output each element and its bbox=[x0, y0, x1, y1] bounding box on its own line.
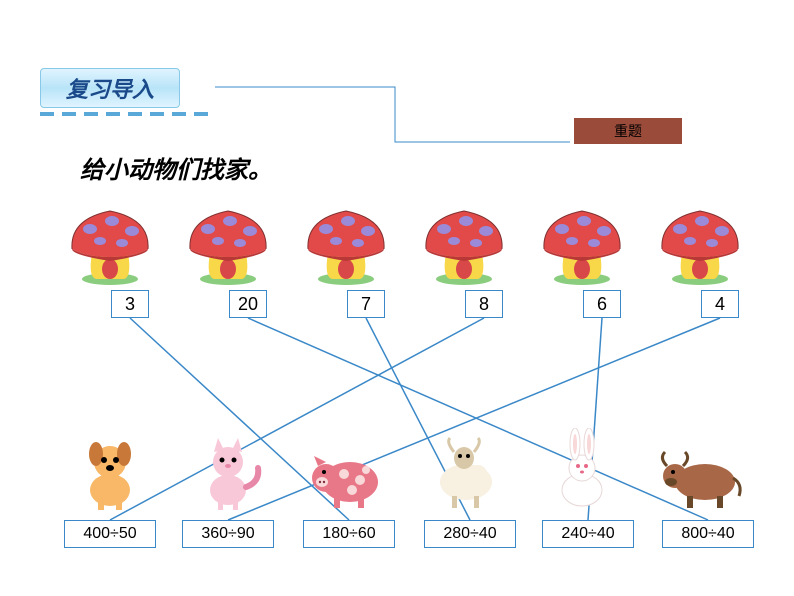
sheep-animal bbox=[418, 428, 510, 512]
expression-box: 180÷60 bbox=[303, 520, 395, 548]
cat-animal bbox=[182, 428, 274, 512]
mushroom-row bbox=[64, 205, 746, 295]
repeat-question-label: 重题 bbox=[614, 121, 642, 141]
rabbit-animal bbox=[536, 428, 628, 512]
sheep-icon bbox=[422, 436, 506, 512]
expression-box: 240÷40 bbox=[542, 520, 634, 548]
mushroom-icon bbox=[300, 205, 392, 287]
answer-box: 4 bbox=[701, 290, 739, 318]
repeat-question-button[interactable]: 重题 bbox=[574, 118, 682, 144]
rabbit-icon bbox=[547, 428, 617, 512]
mushroom-icon bbox=[536, 205, 628, 287]
mushroom-icon bbox=[64, 205, 156, 287]
answer-box: 6 bbox=[583, 290, 621, 318]
mushroom-house bbox=[418, 205, 510, 295]
mushroom-house bbox=[300, 205, 392, 295]
answer-box: 20 bbox=[229, 290, 267, 318]
mushroom-house bbox=[182, 205, 274, 295]
cat-icon bbox=[188, 432, 268, 512]
pig-icon bbox=[304, 442, 388, 512]
animal-row bbox=[64, 428, 746, 512]
expression-box: 800÷40 bbox=[662, 520, 754, 548]
answer-box: 3 bbox=[111, 290, 149, 318]
mushroom-icon bbox=[654, 205, 746, 287]
pig-animal bbox=[300, 428, 392, 512]
ox-icon bbox=[655, 442, 745, 512]
expression-box: 400÷50 bbox=[64, 520, 156, 548]
mushroom-icon bbox=[182, 205, 274, 287]
mushroom-house bbox=[64, 205, 156, 295]
mushroom-house bbox=[654, 205, 746, 295]
mushroom-icon bbox=[418, 205, 510, 287]
expression-box: 280÷40 bbox=[424, 520, 516, 548]
dog-icon bbox=[70, 432, 150, 512]
instruction-text: 给小动物们找家。 bbox=[80, 150, 272, 185]
mushroom-house bbox=[536, 205, 628, 295]
ox-animal bbox=[654, 428, 746, 512]
answer-box: 8 bbox=[465, 290, 503, 318]
answer-box: 7 bbox=[347, 290, 385, 318]
expression-box: 360÷90 bbox=[182, 520, 274, 548]
dog-animal bbox=[64, 428, 156, 512]
